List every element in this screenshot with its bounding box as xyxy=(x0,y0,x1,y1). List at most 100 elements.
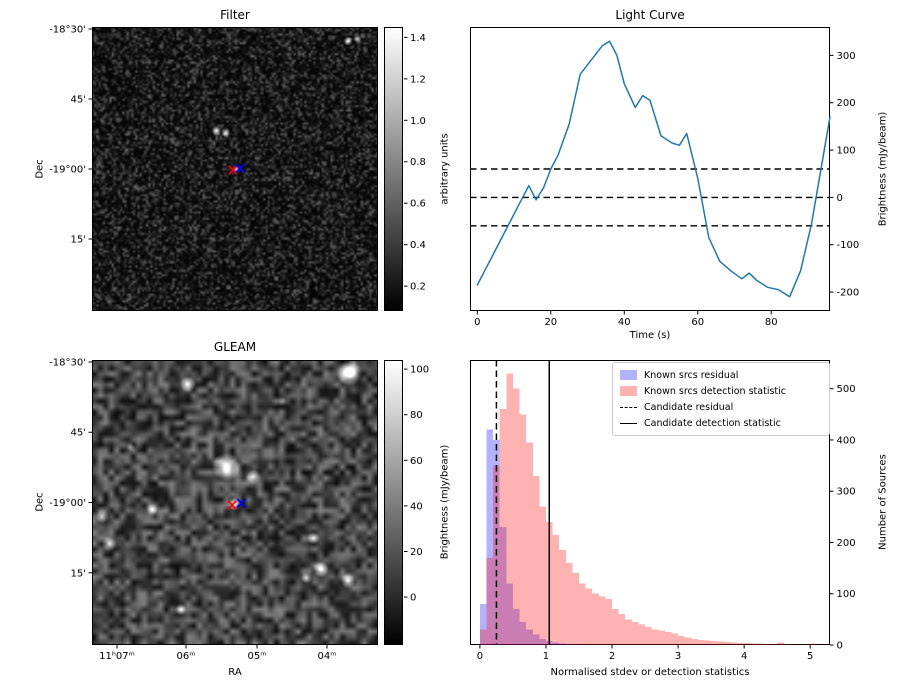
legend-label-known-residual: Known srcs residual xyxy=(644,369,739,381)
hist-bar-series1 xyxy=(691,638,698,645)
histogram-ytick-label: 500 xyxy=(837,384,856,395)
light-curve-frame xyxy=(470,27,830,311)
light-curve-ytick-label: -200 xyxy=(837,288,860,299)
hist-bar-series1 xyxy=(592,593,599,645)
legend-item-known-detection: Known srcs detection statistic xyxy=(620,383,822,399)
hist-bar-series1 xyxy=(704,640,712,645)
histogram-xtick-label: 3 xyxy=(675,651,681,662)
hist-bar-series1 xyxy=(757,643,764,645)
gleam-cbar-tick-label: 60 xyxy=(410,456,423,467)
filter-sky-image xyxy=(92,27,378,311)
hist-bar-series1 xyxy=(763,643,771,645)
histogram-legend: Known srcs residual Known srcs detection… xyxy=(612,362,830,436)
light-curve-xtick-label: 0 xyxy=(474,317,480,328)
hist-bar-series1 xyxy=(678,635,685,645)
hist-bar-series1 xyxy=(638,624,646,645)
filter-cbar-tick-label: 1.4 xyxy=(410,33,426,44)
gleam-sky-image xyxy=(92,360,378,645)
hist-bar-series1 xyxy=(777,642,784,645)
hist-bar-series1 xyxy=(750,643,758,645)
hist-bar-series1 xyxy=(724,641,731,645)
hist-bar-series0 xyxy=(519,621,527,645)
filter-cbar-tick-label: 0.6 xyxy=(410,199,426,210)
hist-bar-series0 xyxy=(479,603,487,645)
dashed-line-icon xyxy=(620,406,637,408)
histogram-xlabel: Normalised stdev or detection statistics xyxy=(550,667,750,678)
hist-bar-series0 xyxy=(539,638,546,645)
hist-bar-series1 xyxy=(572,573,579,645)
gleam-xtick-label: 11ʰ07ᵐ xyxy=(99,651,135,662)
hist-bar-series1 xyxy=(810,643,817,645)
hist-bar-series1 xyxy=(506,373,513,645)
filter-cbar-tick-label: 1.0 xyxy=(410,116,426,127)
histogram-ytick-label: 200 xyxy=(837,538,856,549)
gleam-colorbar-label: Brightness (mJy/beam) xyxy=(439,444,451,560)
hist-bar-series1 xyxy=(625,619,632,645)
hist-bar-series1 xyxy=(552,534,560,645)
hist-bar-series1 xyxy=(796,644,804,645)
light-curve-xtick-label: 60 xyxy=(691,317,704,328)
hist-bar-series1 xyxy=(486,557,494,645)
pink-patch-icon xyxy=(620,386,637,396)
light-curve-ytick-label: 100 xyxy=(837,146,856,157)
legend-label-candidate-residual: Candidate residual xyxy=(644,401,734,413)
histogram-ytick-label: 300 xyxy=(837,487,856,498)
gleam-cbar-tick-label: 40 xyxy=(410,501,423,512)
filter-colorbar xyxy=(384,27,403,311)
filter-ytick-label: -18°30' xyxy=(49,24,86,35)
histogram-ytick-label: 400 xyxy=(837,435,856,446)
histogram-xtick-label: 1 xyxy=(543,651,549,662)
hist-bar-series1 xyxy=(512,388,520,645)
light-curve-ylabel: Brightness (mJy/beam) xyxy=(877,111,889,227)
hist-bar-series1 xyxy=(493,465,500,645)
gleam-xtick-label: 05ᵐ xyxy=(248,651,267,662)
hist-bar-series1 xyxy=(598,596,606,645)
hist-bar-series1 xyxy=(612,609,619,645)
hist-bar-series1 xyxy=(711,640,718,645)
hist-bar-series1 xyxy=(730,642,738,645)
gleam-title: GLEAM xyxy=(213,340,257,354)
gleam-xlabel: RA xyxy=(228,667,242,678)
gleam-ylabel: Dec xyxy=(34,492,46,512)
gleam-cbar-tick-label: 0 xyxy=(410,593,416,604)
light-curve-ytick-label: -100 xyxy=(837,240,860,251)
hist-bar-series1 xyxy=(790,644,797,645)
hist-bar-series1 xyxy=(559,550,566,645)
blue-patch-icon xyxy=(620,370,637,380)
filter-cbar-tick-label: 0.2 xyxy=(410,282,426,293)
hist-bar-series0 xyxy=(565,643,573,645)
hist-bar-series1 xyxy=(578,583,586,645)
legend-item-candidate-detection: Candidate detection statistic xyxy=(620,415,822,431)
gleam-cbar-tick-label: 80 xyxy=(410,410,423,421)
hist-bar-series1 xyxy=(684,637,692,645)
hist-bar-series0 xyxy=(545,640,553,645)
hist-bar-series1 xyxy=(539,506,546,645)
hist-bar-series1 xyxy=(585,588,593,645)
gleam-xtick-label: 04ᵐ xyxy=(318,651,337,662)
filter-title: Filter xyxy=(220,8,250,22)
gleam-ytick-label: -18°30' xyxy=(49,357,86,368)
histogram-xtick-label: 0 xyxy=(477,651,483,662)
light-curve-xlabel: Time (s) xyxy=(629,330,671,341)
hist-bar-series1 xyxy=(519,414,527,645)
hist-bar-series1 xyxy=(658,630,665,645)
hist-bar-series1 xyxy=(717,641,725,645)
hist-bar-series1 xyxy=(645,627,652,645)
legend-label-known-detection: Known srcs detection statistic xyxy=(644,385,786,397)
light-curve-ytick-label: 200 xyxy=(837,98,856,109)
light-curve-xtick-label: 80 xyxy=(765,317,778,328)
hist-bar-series1 xyxy=(783,643,791,645)
hist-bar-series1 xyxy=(651,629,659,645)
hist-bar-series1 xyxy=(565,562,573,645)
hist-bar-series1 xyxy=(526,442,533,645)
hist-bar-series0 xyxy=(493,439,500,645)
filter-cbar-tick-label: 1.2 xyxy=(410,74,426,85)
filter-ytick-label: -19°00' xyxy=(49,165,86,176)
gleam-ytick-label: 15' xyxy=(71,568,86,579)
filter-colorbar-label: arbitrary units xyxy=(439,133,451,205)
legend-item-candidate-residual: Candidate residual xyxy=(620,399,822,415)
histogram-ytick-label: 100 xyxy=(837,589,856,600)
hist-bar-series1 xyxy=(605,598,613,645)
hist-bar-series0 xyxy=(532,634,540,645)
